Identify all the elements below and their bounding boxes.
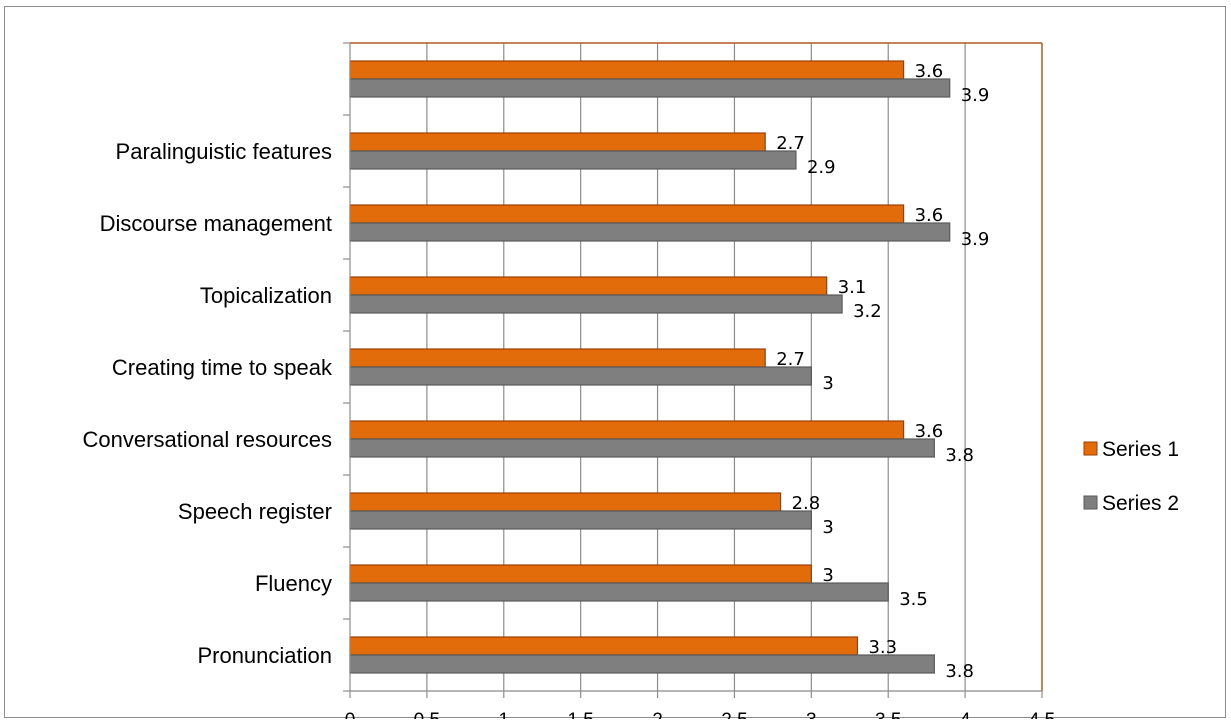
data-label-series-2: 3.2 bbox=[853, 301, 882, 322]
labels: Pronunciation 3.3 3.8 Fluency 3 3.5 Speech reg… bbox=[83, 61, 990, 682]
data-label-series-1: 3.6 bbox=[915, 205, 944, 226]
legend-label-series-1: Series 1 bbox=[1102, 438, 1179, 461]
category-label-fluency: Fluency bbox=[255, 571, 332, 596]
data-label-series-1: 2.7 bbox=[776, 349, 805, 370]
legend-swatch-series-2 bbox=[1083, 495, 1098, 510]
x-tick-label: 1.5 bbox=[567, 710, 593, 719]
category-label-paralinguistic-features: Paralinguistic features bbox=[116, 139, 332, 164]
data-label-series-2: 3.9 bbox=[961, 85, 990, 106]
category-label-topicalization: Topicalization bbox=[200, 283, 332, 308]
data-label-series-2: 3.5 bbox=[899, 589, 928, 610]
category-label-pronunciation: Pronunciation bbox=[197, 643, 332, 668]
category-label-creating-time-to-speak: Creating time to speak bbox=[112, 355, 333, 380]
x-tick-label: 3 bbox=[806, 710, 817, 719]
bar-series-1-conversational-resources bbox=[349, 420, 905, 440]
bar-series-2-discourse-management bbox=[349, 222, 951, 242]
bar-series-2-blank bbox=[349, 78, 951, 98]
bar-series-1-pronunciation bbox=[349, 636, 859, 656]
bar-chart: 0 0.5 1 1.5 2 2.5 3 3.5 4 4.5 Pronunciation 3.3 3.8… bbox=[83, 42, 1179, 719]
bar-series-2-topicalization bbox=[349, 294, 843, 314]
x-tick-label: 2.5 bbox=[721, 710, 747, 719]
legend: Series 1 Series 2 bbox=[1083, 438, 1179, 515]
data-label-series-1: 2.8 bbox=[792, 493, 821, 514]
category-label-discourse-management: Discourse management bbox=[100, 211, 332, 236]
chart-frame: 0 0.5 1 1.5 2 2.5 3 3.5 4 4.5 Pronunciation 3.3 3.8… bbox=[4, 6, 1226, 719]
x-tick-label: 4 bbox=[960, 710, 971, 719]
bar-series-1-creating-time-to-speak bbox=[349, 348, 766, 368]
x-tick-label: 0.5 bbox=[414, 710, 440, 719]
axes: 0 0.5 1 1.5 2 2.5 3 3.5 4 4.5 bbox=[343, 42, 1055, 719]
data-label-series-1: 3.3 bbox=[868, 637, 897, 658]
data-label-series-2: 3.8 bbox=[945, 445, 974, 466]
x-tick-label: 2 bbox=[652, 710, 663, 719]
bar-series-1-fluency bbox=[349, 564, 812, 584]
data-label-series-2: 3.8 bbox=[945, 661, 974, 682]
legend-swatch-series-1 bbox=[1083, 441, 1098, 456]
data-label-series-1: 3.6 bbox=[915, 61, 944, 82]
bar-series-1-topicalization bbox=[349, 276, 828, 296]
data-label-series-2: 3 bbox=[822, 517, 833, 538]
data-label-series-1: 3.6 bbox=[915, 421, 944, 442]
x-tick-label: 0 bbox=[345, 710, 356, 719]
x-tick-label: 4.5 bbox=[1029, 710, 1055, 719]
bars bbox=[349, 60, 951, 674]
bar-series-1-discourse-management bbox=[349, 204, 905, 224]
data-label-series-1: 2.7 bbox=[776, 133, 805, 154]
x-tick-label: 3.5 bbox=[875, 710, 901, 719]
bar-series-2-speech-register bbox=[349, 510, 812, 530]
data-label-series-2: 2.9 bbox=[807, 157, 836, 178]
data-label-series-1: 3.1 bbox=[838, 277, 867, 298]
x-tick-label: 1 bbox=[498, 710, 509, 719]
data-label-series-2: 3.9 bbox=[961, 229, 990, 250]
bar-series-1-speech-register bbox=[349, 492, 782, 512]
bar-series-2-fluency bbox=[349, 582, 889, 602]
bar-series-2-pronunciation bbox=[349, 654, 935, 674]
data-label-series-1: 3 bbox=[822, 565, 833, 586]
bar-series-2-creating-time-to-speak bbox=[349, 366, 812, 386]
legend-label-series-2: Series 2 bbox=[1102, 492, 1179, 515]
bar-series-1-blank bbox=[349, 60, 905, 80]
bar-series-2-conversational-resources bbox=[349, 438, 935, 458]
bar-series-1-paralinguistic-features bbox=[349, 132, 766, 152]
bar-series-2-paralinguistic-features bbox=[349, 150, 797, 170]
category-label-conversational-resources: Conversational resources bbox=[83, 427, 332, 452]
data-label-series-2: 3 bbox=[822, 373, 833, 394]
category-label-speech-register: Speech register bbox=[178, 499, 332, 524]
